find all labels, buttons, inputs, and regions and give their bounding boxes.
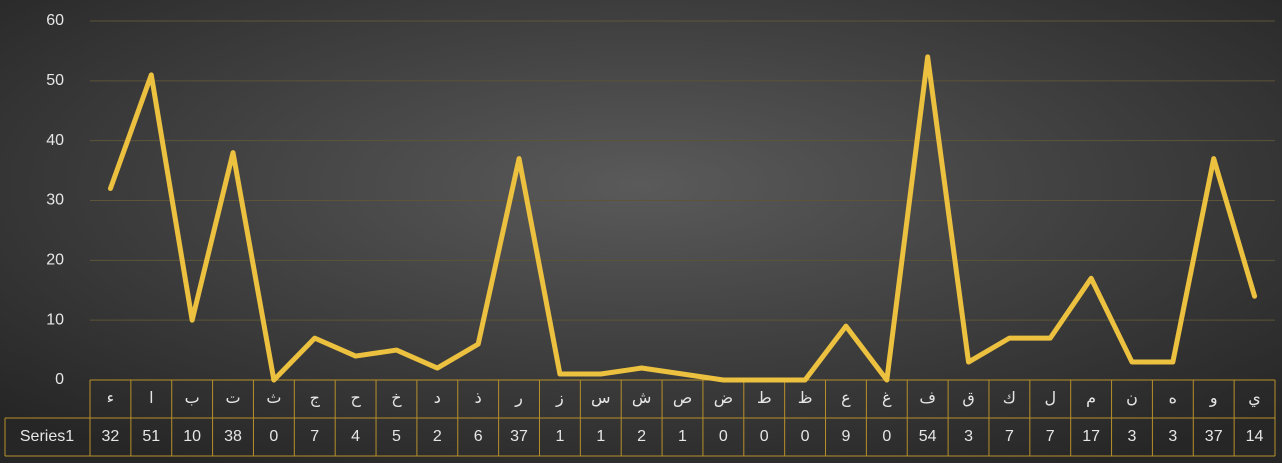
table-value: 1 xyxy=(596,428,605,445)
y-tick-label: 10 xyxy=(46,311,64,328)
x-tick-label: ر xyxy=(514,390,523,408)
x-tick-label: س xyxy=(591,390,611,407)
x-tick-label: ا xyxy=(149,390,153,407)
x-tick-label: ز xyxy=(555,390,564,408)
x-tick-label: ه xyxy=(1169,390,1177,407)
table-value: 2 xyxy=(433,428,442,445)
y-tick-label: 60 xyxy=(46,12,64,29)
x-tick-label: ك xyxy=(1003,390,1016,407)
x-tick-label: ن xyxy=(1126,390,1138,407)
x-tick-label: ت xyxy=(225,390,240,407)
x-tick-label: ث xyxy=(266,390,281,407)
table-value: 51 xyxy=(142,428,160,445)
x-tick-label: ط xyxy=(757,390,772,407)
table-value: 0 xyxy=(269,428,278,445)
x-tick-label: ل xyxy=(1044,390,1056,407)
x-tick-label: ب xyxy=(185,390,200,407)
table-value: 0 xyxy=(882,428,891,445)
y-tick-label: 50 xyxy=(46,72,64,89)
table-value: 4 xyxy=(351,428,360,445)
x-tick-label: ح xyxy=(350,390,361,408)
x-tick-label: و xyxy=(1209,390,1218,408)
table-value: 17 xyxy=(1082,428,1100,445)
x-tick-label: ق xyxy=(962,390,974,407)
x-tick-label: ج xyxy=(310,390,321,408)
y-tick-label: 20 xyxy=(46,252,64,269)
table-value: 37 xyxy=(1205,428,1223,445)
table-value: 0 xyxy=(801,428,810,445)
x-tick-label: غ xyxy=(882,390,892,408)
x-tick-label: ش xyxy=(632,390,652,407)
x-tick-label: ء xyxy=(107,390,115,407)
x-tick-label: ض xyxy=(714,390,733,408)
legend-label: Series1 xyxy=(20,428,74,445)
table-value: 3 xyxy=(1168,428,1177,445)
x-tick-label: ذ xyxy=(475,390,482,407)
table-value: 6 xyxy=(474,428,483,445)
table-value: 37 xyxy=(510,428,528,445)
table-value: 3 xyxy=(1128,428,1137,445)
table-value: 54 xyxy=(919,428,937,445)
table-value: 32 xyxy=(102,428,120,445)
table-value: 0 xyxy=(760,428,769,445)
table-value: 7 xyxy=(310,428,319,445)
table-value: 3 xyxy=(964,428,973,445)
line xyxy=(107,54,1258,383)
x-tick-label: ظ xyxy=(798,390,813,407)
x-tick-label: ف xyxy=(919,390,936,407)
table-value: 14 xyxy=(1246,428,1264,445)
table-value: 38 xyxy=(224,428,242,445)
x-tick-label: د xyxy=(434,390,441,407)
table-value: 7 xyxy=(1005,428,1014,445)
table-value: 7 xyxy=(1046,428,1055,445)
x-tick-label: م xyxy=(1086,390,1096,407)
table-value: 5 xyxy=(392,428,401,445)
x-tick-label: ي xyxy=(1248,390,1261,408)
table-value: 9 xyxy=(841,428,850,445)
table-value: 1 xyxy=(678,428,687,445)
table-value: 2 xyxy=(637,428,646,445)
x-tick-label: ص xyxy=(673,390,692,408)
y-tick-label: 0 xyxy=(55,371,64,388)
x-tick-label: ع xyxy=(841,390,851,408)
x-tick-label: خ xyxy=(391,390,402,408)
y-tick-label: 30 xyxy=(46,192,64,209)
table-value: 1 xyxy=(555,428,564,445)
y-tick-label: 40 xyxy=(46,132,64,149)
table-value: 10 xyxy=(183,428,201,445)
table-value: 0 xyxy=(719,428,728,445)
